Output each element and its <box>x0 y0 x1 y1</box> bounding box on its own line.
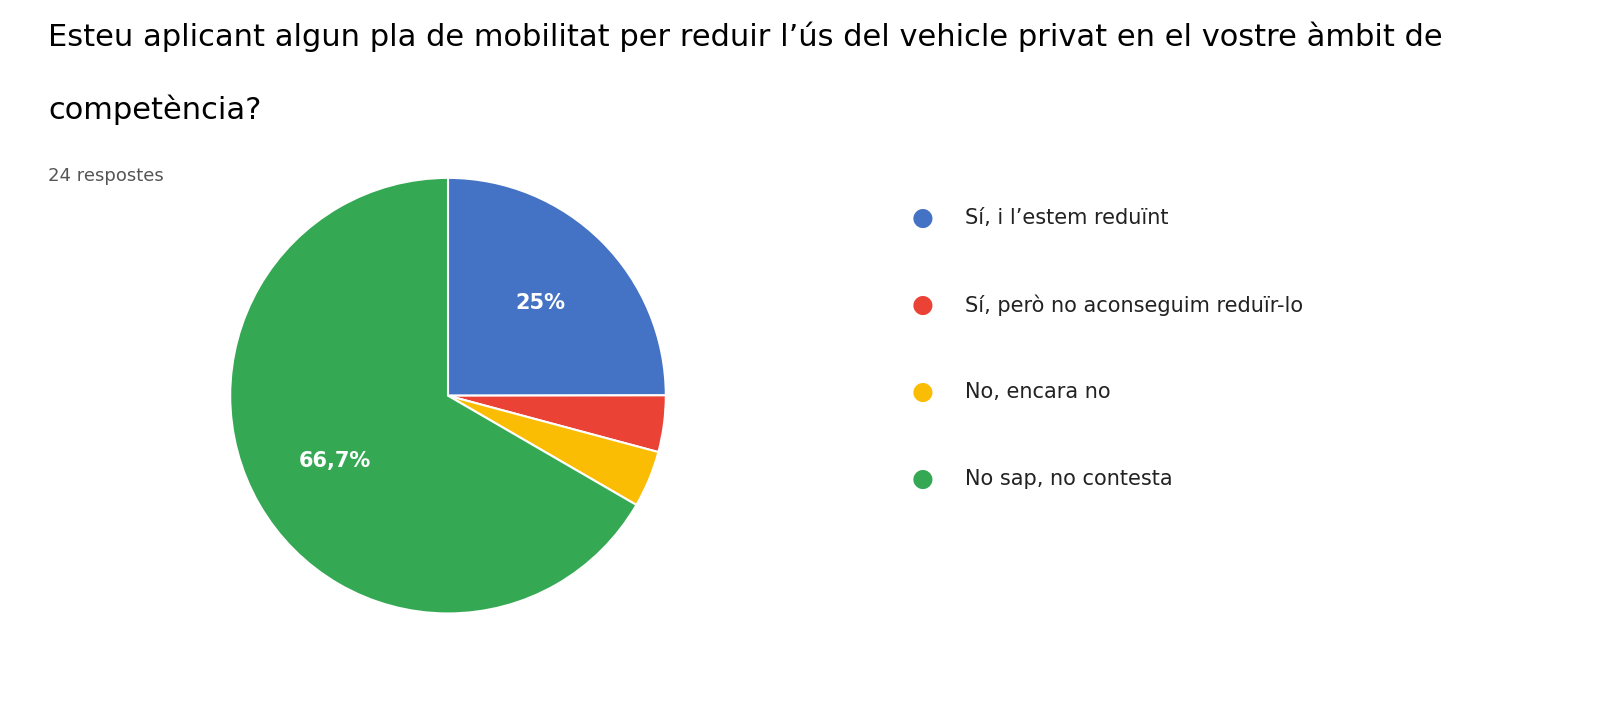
Text: Sí, però no aconseguim reduïr-lo: Sí, però no aconseguim reduïr-lo <box>965 294 1302 316</box>
Text: 66,7%: 66,7% <box>299 451 371 471</box>
Text: ●: ● <box>912 205 934 230</box>
Wedge shape <box>448 396 658 505</box>
Text: ●: ● <box>912 467 934 492</box>
Text: No, encara no: No, encara no <box>965 382 1110 402</box>
Text: 24 respostes: 24 respostes <box>48 167 163 185</box>
Text: 25%: 25% <box>515 293 565 313</box>
Wedge shape <box>448 396 666 452</box>
Text: Sí, i l’estem reduïnt: Sí, i l’estem reduïnt <box>965 208 1168 228</box>
Text: Esteu aplicant algun pla de mobilitat per reduir l’ús del vehicle privat en el v: Esteu aplicant algun pla de mobilitat pe… <box>48 22 1443 52</box>
Wedge shape <box>448 178 666 396</box>
Wedge shape <box>230 178 637 613</box>
Text: ●: ● <box>912 380 934 404</box>
Text: ●: ● <box>912 293 934 317</box>
Text: No sap, no contesta: No sap, no contesta <box>965 469 1173 489</box>
Text: competència?: competència? <box>48 94 261 125</box>
